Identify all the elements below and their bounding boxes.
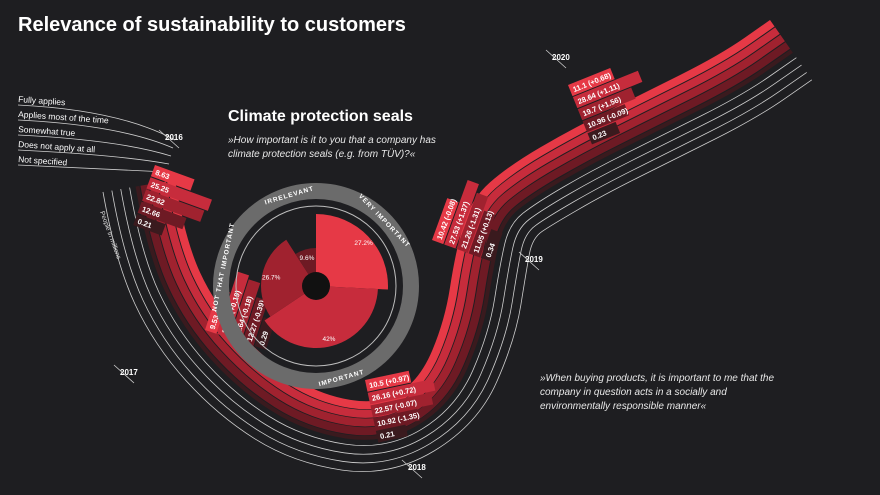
year-label-2018: 2018	[408, 463, 426, 472]
chart-subtitle: Climate protection seals	[228, 108, 413, 125]
year-tick-2016	[158, 129, 180, 149]
legend-label-2: Somewhat true	[18, 124, 76, 138]
pie-slice-1	[264, 286, 378, 348]
band-4	[135, 49, 793, 440]
legend-label-0: Fully applies	[18, 94, 66, 107]
survey-statement: »When buying products, it is important t…	[540, 373, 775, 412]
year-tick-2017	[113, 364, 135, 384]
bar-2020-2	[577, 87, 636, 121]
bar-2020-1	[572, 70, 643, 109]
bar-2018-0	[365, 370, 412, 392]
bar-2016-0	[150, 165, 195, 191]
pie-value-3: 9.6%	[300, 255, 315, 262]
bar-2019-0	[432, 198, 459, 245]
bar-2019-4	[480, 229, 503, 262]
year-label-2017: 2017	[120, 368, 138, 377]
bar-2018-2	[370, 392, 434, 418]
guide-line-2	[111, 72, 807, 464]
guide-line-1	[120, 64, 802, 455]
bar-2019-2	[456, 192, 489, 253]
year-block-2018: 10.5 (+0.97)26.16 (+0.72)22.57 (-0.07)10…	[365, 370, 436, 443]
bar-2017-3	[242, 297, 269, 346]
guide-line-3	[102, 79, 813, 472]
bar-2016-4	[133, 213, 166, 236]
bar-2020-0	[568, 67, 615, 97]
year-block-2020: 11.1 (+0.68)28.64 (+1.11)19.7 (+1.56)10.…	[568, 67, 643, 145]
bar-label-2017-4: 0.29	[257, 330, 270, 347]
bar-2019-3	[468, 210, 496, 258]
legend: Fully applies Applies most of the timeSom…	[17, 94, 176, 173]
pie-value-2: 26.7%	[262, 274, 281, 281]
pie-value-1: 42%	[322, 336, 335, 343]
year-tick-2020	[545, 49, 567, 69]
bar-label-2018-4: 0.21	[379, 429, 395, 441]
pie-hole	[302, 272, 330, 300]
page-title: Relevance of sustainability to customers	[18, 14, 406, 36]
bar-2016-1	[146, 177, 212, 211]
bar-2018-4	[375, 424, 408, 443]
bar-2019-1	[444, 180, 479, 249]
inner-ring-line	[235, 205, 397, 367]
units-label: People in millions	[98, 210, 122, 261]
band-3	[140, 42, 791, 436]
legend-leader-4	[17, 164, 168, 173]
bar-2020-3	[582, 104, 630, 133]
guide-line-0	[129, 57, 797, 446]
legend-leader-2	[17, 134, 172, 157]
bar-2018-3	[373, 408, 420, 430]
survey-question: »How important is it to you that a compa…	[228, 135, 436, 160]
legend-leader-3	[17, 149, 170, 165]
bar-2018-1	[367, 378, 436, 405]
year-tick-2019	[518, 251, 540, 271]
legend-leader-0	[17, 104, 176, 141]
year-tick-2018	[401, 459, 423, 479]
pie-slice-2	[261, 239, 316, 317]
year-label-2020: 2020	[552, 53, 570, 62]
outer-ring	[213, 183, 419, 389]
pie-value-0: 27.2%	[354, 240, 373, 247]
legend-label-1: Applies most of the time	[18, 109, 109, 125]
bar-2016-3	[137, 201, 187, 230]
year-block-2019: 10.42 (-0.08)27.53 (+1.37)21.26 (-1.31)1…	[432, 180, 503, 262]
pie-slice-0	[316, 214, 388, 290]
legend-label-4: Not specified	[18, 154, 68, 167]
legend-leader-1	[17, 119, 174, 149]
bar-2020-4	[587, 121, 621, 145]
bar-2016-2	[142, 189, 205, 222]
year-label-2019: 2019	[525, 255, 543, 264]
year-label-2016: 2016	[165, 133, 183, 142]
